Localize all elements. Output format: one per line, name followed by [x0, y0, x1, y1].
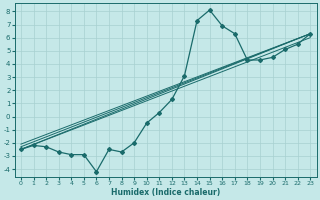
X-axis label: Humidex (Indice chaleur): Humidex (Indice chaleur)	[111, 188, 220, 197]
